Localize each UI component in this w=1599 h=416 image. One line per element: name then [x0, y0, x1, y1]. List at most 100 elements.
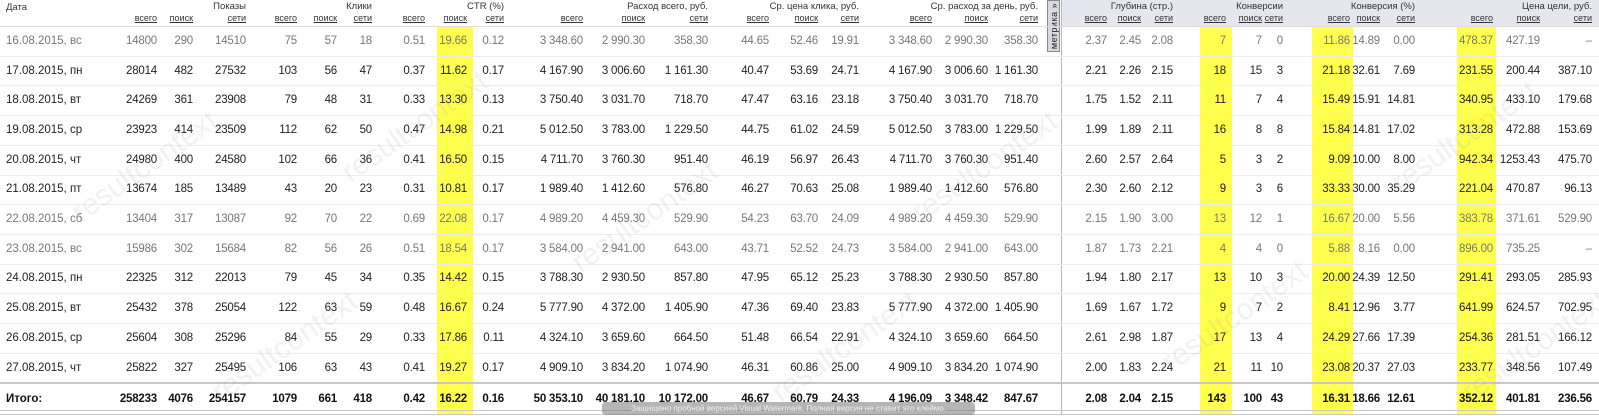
cell-conversion-rate-network: 27.03 — [1387, 361, 1415, 374]
sort-avg-cpc-network[interactable]: сети — [840, 13, 859, 23]
sort-spend-network[interactable]: сети — [689, 13, 708, 23]
cell-avg-cpc-search: 66.54 — [790, 331, 818, 344]
sort-clicks-network[interactable]: сети — [353, 13, 372, 23]
cell-clicks-network: 34 — [359, 272, 373, 285]
cell-conversion-rate-network: 5.56 — [1393, 213, 1415, 226]
cell-avg-daily-spend-search: 3 659.60 — [944, 331, 988, 344]
cell-avg-cpc-total: 44.65 — [741, 34, 769, 47]
cell-avg-daily-spend-total: 3 348.60 — [888, 34, 932, 47]
cell-goal-cost-search: 281.51 — [1506, 331, 1540, 344]
metrica-header-background — [1061, 0, 1599, 26]
cell-spend-total: 1 989.40 — [539, 183, 583, 196]
total-goal-cost-search: 401.81 — [1506, 393, 1540, 406]
sort-avg-daily-spend-network[interactable]: сети — [1019, 13, 1038, 23]
cell-goal-cost-network: 96.13 — [1564, 183, 1592, 196]
cell-spend-network: 1 229.50 — [664, 123, 708, 136]
row-divider — [0, 233, 1599, 235]
column-group-clicks: Клики — [346, 1, 372, 12]
cell-clicks-total: 75 — [284, 34, 298, 47]
cell-avg-cpc-network: 25.23 — [831, 272, 859, 285]
cell-ctr-total: 0.37 — [403, 64, 425, 77]
sort-depth-total[interactable]: всего — [1084, 13, 1107, 23]
cell-conversion-rate-total: 33.33 — [1322, 183, 1350, 196]
sort-goal-cost-search[interactable]: поиск — [1516, 13, 1540, 23]
sort-avg-cpc-search[interactable]: поиск — [794, 13, 818, 23]
sort-clicks-total[interactable]: всего — [274, 13, 297, 23]
sort-goal-cost-total[interactable]: всего — [1470, 13, 1493, 23]
total-goal-cost-total: 352.12 — [1459, 393, 1493, 406]
cell-avg-cpc-network: 24.73 — [831, 242, 859, 255]
cell-clicks-search: 56 — [324, 64, 338, 77]
cell-conversion-rate-network: 17.39 — [1387, 331, 1415, 344]
cell-conversions-network: 4 — [1276, 94, 1283, 107]
sort-goal-cost-network[interactable]: сети — [1573, 13, 1592, 23]
cell-avg-daily-spend-network: 529.90 — [1004, 213, 1038, 226]
cell-conversions-network: 2 — [1276, 153, 1283, 166]
cell-depth-network: 2.24 — [1151, 361, 1173, 374]
cell-conversions-total: 5 — [1219, 153, 1226, 166]
date-column-header[interactable]: Дата — [6, 2, 28, 13]
cell-conversions-total: 18 — [1213, 64, 1227, 77]
cell-conversions-network: 3 — [1276, 64, 1283, 77]
cell-goal-cost-search: 348.56 — [1506, 361, 1540, 374]
cell-avg-cpc-total: 51.48 — [741, 331, 769, 344]
cell-conversion-rate-network: 8.00 — [1393, 153, 1415, 166]
sort-conversions-total[interactable]: всего — [1203, 13, 1226, 23]
cell-conversions-search: 15 — [1249, 64, 1263, 77]
sort-avg-daily-spend-search[interactable]: поиск — [964, 13, 988, 23]
row-divider — [0, 85, 1599, 87]
cell-avg-daily-spend-total: 3 788.30 — [888, 272, 932, 285]
cell-clicks-network: 31 — [359, 94, 373, 107]
cell-conversions-search: 3 — [1255, 183, 1262, 196]
row-date: 18.08.2015, вт — [6, 94, 82, 107]
cell-conversions-network: 3 — [1276, 272, 1283, 285]
cell-conversions-total: 7 — [1219, 34, 1226, 47]
cell-clicks-search: 48 — [324, 94, 338, 107]
cell-ctr-total: 0.47 — [403, 123, 425, 136]
sort-depth-network[interactable]: сети — [1154, 13, 1173, 23]
cell-avg-cpc-total: 46.27 — [741, 183, 769, 196]
cell-clicks-total: 122 — [278, 302, 297, 315]
cell-spend-search: 4 372.00 — [601, 302, 645, 315]
cell-ctr-search: 13.30 — [439, 94, 467, 107]
cell-avg-daily-spend-search: 3 783.00 — [944, 123, 988, 136]
cell-spend-search: 3 783.00 — [601, 123, 645, 136]
cell-clicks-network: 26 — [359, 242, 373, 255]
sort-spend-search[interactable]: поиск — [621, 13, 645, 23]
cell-avg-daily-spend-search: 1 412.60 — [944, 183, 988, 196]
cell-conversion-rate-search: 12.96 — [1352, 302, 1380, 315]
sort-conversions-search[interactable]: поиск — [1238, 13, 1262, 23]
sort-ctr-network[interactable]: сети — [485, 13, 504, 23]
column-group-goal-cost: Цена цели, руб. — [1521, 1, 1592, 12]
cell-depth-network: 1.87 — [1151, 331, 1173, 344]
cell-spend-search: 3 659.60 — [601, 331, 645, 344]
sort-conversion-rate-search[interactable]: поиск — [1356, 13, 1380, 23]
sort-impressions-total[interactable]: всего — [134, 13, 157, 23]
cell-spend-total: 5 777.90 — [539, 302, 583, 315]
sort-conversions-network[interactable]: сети — [1264, 13, 1283, 23]
row-date: 25.08.2015, вт — [6, 302, 82, 315]
sort-conversion-rate-network[interactable]: сети — [1396, 13, 1415, 23]
sort-impressions-network[interactable]: сети — [227, 13, 246, 23]
sort-conversion-rate-total[interactable]: всего — [1327, 13, 1350, 23]
cell-clicks-network: 59 — [359, 302, 373, 315]
sort-impressions-search[interactable]: поиск — [169, 13, 193, 23]
total-avg-daily-spend-network: 847.67 — [1004, 393, 1038, 406]
cell-impressions-total: 28014 — [126, 64, 157, 77]
cell-avg-cpc-total: 47.36 — [741, 302, 769, 315]
sort-clicks-search[interactable]: поиск — [313, 13, 337, 23]
cell-impressions-network: 14510 — [215, 34, 246, 47]
cell-impressions-network: 13087 — [215, 213, 246, 226]
sort-ctr-search[interactable]: поиск — [443, 13, 467, 23]
cell-spend-search: 3 834.20 — [601, 361, 645, 374]
sort-avg-cpc-total[interactable]: всего — [746, 13, 769, 23]
sort-avg-daily-spend-total[interactable]: всего — [909, 13, 932, 23]
cell-ctr-total: 0.51 — [403, 34, 425, 47]
sort-depth-search[interactable]: поиск — [1117, 13, 1141, 23]
cell-depth-total: 2.21 — [1085, 64, 1107, 77]
cell-ctr-search: 16.50 — [439, 153, 467, 166]
cell-spend-search: 1 412.60 — [601, 183, 645, 196]
cell-ctr-network: 0.12 — [482, 34, 504, 47]
sort-spend-total[interactable]: всего — [560, 13, 583, 23]
sort-ctr-total[interactable]: всего — [402, 13, 425, 23]
